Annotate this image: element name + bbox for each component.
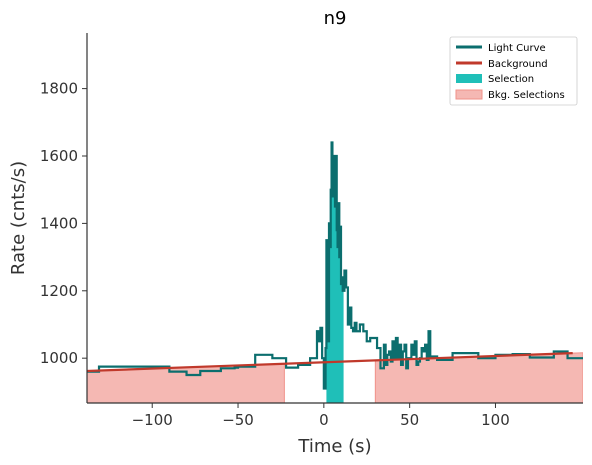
background-line <box>87 352 573 373</box>
legend-background-label: Background <box>488 59 548 70</box>
y-tick-label: 1000 <box>40 349 78 367</box>
light-curve-layer <box>87 141 583 390</box>
legend: Light Curve Background Selection Bkg. Se… <box>449 36 578 106</box>
legend-bkg-selections-swatch <box>455 89 483 100</box>
x-tick-label: −100 <box>132 411 173 429</box>
y-tick-label: 1600 <box>40 147 78 165</box>
legend-frame <box>449 36 578 106</box>
legend-light-curve-label: Light Curve <box>488 43 546 54</box>
y-tick-label: 1400 <box>40 214 78 232</box>
x-tick-label: 100 <box>481 411 510 429</box>
legend-bkg-selections-label: Bkg. Selections <box>488 90 565 101</box>
x-tick-label: −50 <box>222 411 254 429</box>
x-ticks: −100 −50 0 50 100 <box>132 403 510 429</box>
x-axis-label: Time (s) <box>297 436 371 457</box>
y-ticks: 1000 1200 1400 1600 1800 <box>40 80 87 367</box>
legend-selection-swatch <box>456 74 482 83</box>
light-curve-line <box>87 141 583 390</box>
y-axis-label: Rate (cnts/s) <box>8 161 29 275</box>
legend-selection-label: Selection <box>488 74 534 85</box>
y-tick-label: 1200 <box>40 282 78 300</box>
chart-title: n9 <box>324 8 347 29</box>
background-layer <box>87 352 573 373</box>
x-tick-label: 50 <box>400 411 419 429</box>
x-tick-label: 0 <box>319 411 329 429</box>
y-tick-label: 1800 <box>40 80 78 98</box>
